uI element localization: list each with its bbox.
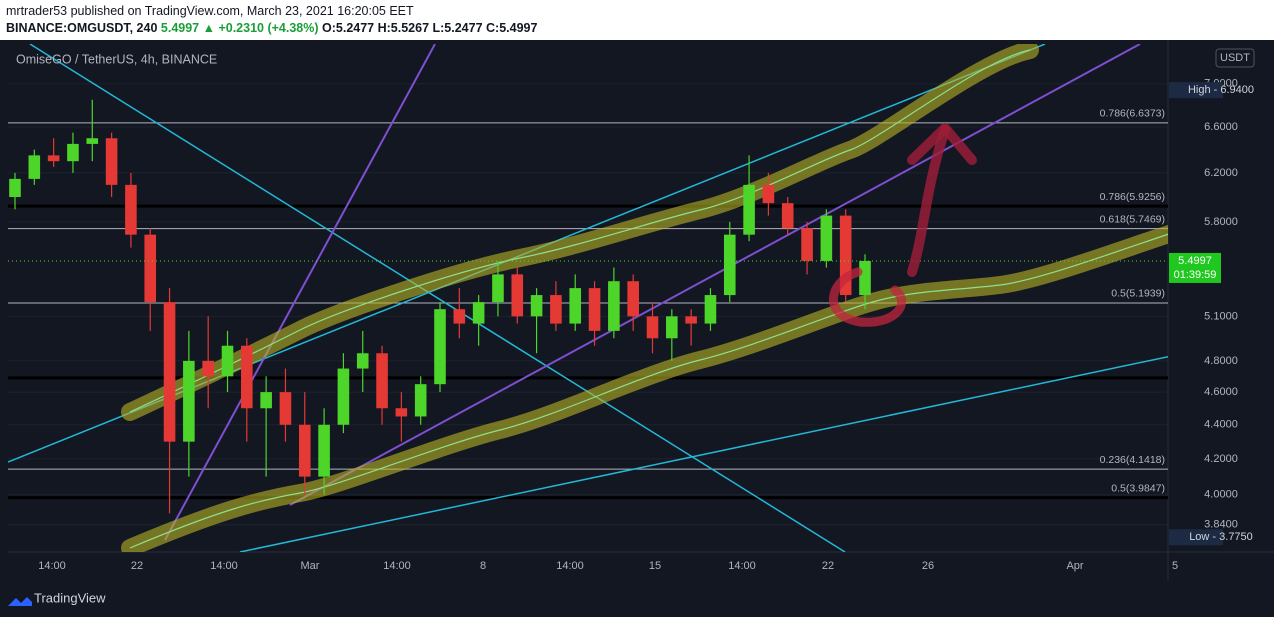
y-tick-label: 6.2000 xyxy=(1204,167,1238,179)
y-tick-label: 3.8400 xyxy=(1204,519,1238,531)
candle-body xyxy=(241,345,253,409)
candle-body xyxy=(67,143,79,162)
x-tick-label: 22 xyxy=(822,560,834,572)
hand-drawn xyxy=(828,123,977,327)
candle-body xyxy=(260,392,272,409)
candle-body xyxy=(414,384,427,417)
fib-label: 0.786(5.9256) xyxy=(1100,191,1165,203)
countdown: 01:39:59 xyxy=(1174,269,1217,281)
fib-label: 0.618(5.7469) xyxy=(1100,213,1165,225)
y-tick-label: 5.8000 xyxy=(1204,216,1238,228)
candle-body xyxy=(801,228,813,261)
candle-body xyxy=(839,215,852,296)
fib-label: 0.236(4.1418) xyxy=(1100,454,1165,466)
publish-info: mrtrader53 published on TradingView.com,… xyxy=(6,4,414,18)
symbol-line: BINANCE:OMGUSDT, 240 5.4997 ▲ +0.2310 (+… xyxy=(6,21,537,35)
y-tick-label: 4.0000 xyxy=(1204,489,1238,501)
x-tick-label: 14:00 xyxy=(728,560,756,572)
low-marker-box xyxy=(1169,529,1223,546)
y-tick-label: 4.2000 xyxy=(1204,453,1238,465)
symbol: BINANCE:OMGUSDT, 240 xyxy=(6,21,158,35)
candle-body xyxy=(588,288,601,331)
fib-label: 0.5(3.9847) xyxy=(1111,482,1165,494)
x-tick-label: 26 xyxy=(922,560,934,572)
last-price: 5.4997 xyxy=(1178,255,1212,267)
y-tick-label: 6.6000 xyxy=(1204,121,1238,133)
x-tick-label: 14:00 xyxy=(210,560,238,572)
x-tick-label: 22 xyxy=(131,560,143,572)
x-tick-label: 14:00 xyxy=(38,560,66,572)
x-tick-label: 14:00 xyxy=(383,560,411,572)
candle-body xyxy=(318,424,330,477)
candle-body xyxy=(376,353,388,409)
candle-body xyxy=(492,274,504,303)
candle-body xyxy=(723,234,736,296)
candle-body xyxy=(86,138,99,144)
ohlc: O:5.2477 H:5.5267 L:5.2477 C:5.4997 xyxy=(322,21,538,35)
candle-body xyxy=(704,295,717,324)
x-tick-label: 14:00 xyxy=(556,560,584,572)
candle-body xyxy=(666,316,678,339)
x-tick-label: 8 xyxy=(480,560,486,572)
x-tick-label: 5 xyxy=(1172,560,1178,572)
candle-body xyxy=(453,309,466,324)
tv-logo xyxy=(8,597,32,606)
candle-body xyxy=(550,295,562,324)
candle-body xyxy=(530,295,543,317)
candle-body xyxy=(434,309,446,385)
last-price-box xyxy=(1169,252,1221,283)
x-tick-label: 15 xyxy=(649,560,661,572)
candle-body xyxy=(337,368,350,425)
candle-body xyxy=(183,360,195,442)
y-tick-label: 4.6000 xyxy=(1204,386,1238,398)
footer-bg xyxy=(0,585,1274,617)
currency-box xyxy=(1215,48,1255,68)
chart: 0.786(6.6373) 0.786(5.9256) 0.618(5.7469) 0… xyxy=(0,40,1274,617)
x-tick-label: Mar xyxy=(301,560,320,572)
candle-body xyxy=(221,345,234,377)
candle-body xyxy=(395,408,408,417)
candle-body xyxy=(356,353,369,369)
candle-body xyxy=(762,184,775,204)
fib-label: 0.5(5.1939) xyxy=(1111,288,1165,300)
high-marker-box xyxy=(1169,82,1223,99)
drawings xyxy=(8,44,1168,552)
chart-title: OmiseGO / TetherUS, 4h, BINANCE xyxy=(16,52,217,66)
candle-body xyxy=(472,302,485,324)
candle-body xyxy=(144,234,157,303)
candle-body xyxy=(781,203,794,229)
footer-brand: TradingView xyxy=(34,590,106,605)
currency: USDT xyxy=(1220,52,1250,64)
candle-body xyxy=(125,184,137,235)
candle-body xyxy=(279,392,292,425)
y-tick-label: 5.1000 xyxy=(1204,310,1238,322)
candle-body xyxy=(105,138,118,185)
change: 5.4997 ▲ +0.2310 (+4.38%) xyxy=(160,21,319,35)
candle-body xyxy=(608,281,620,331)
y-tick-label: 4.8000 xyxy=(1204,355,1238,367)
x-tick-label: Apr xyxy=(1066,560,1083,572)
candle-body xyxy=(627,281,639,317)
candle-body xyxy=(743,184,755,235)
candle-body xyxy=(511,274,524,317)
candle-body xyxy=(569,288,582,324)
candle-body xyxy=(685,316,697,324)
candle-body xyxy=(646,316,659,339)
candle-body xyxy=(859,260,871,296)
low-marker-label: Low - 3.7750 xyxy=(1189,531,1253,543)
high-marker-label: High - 6.9400 xyxy=(1188,84,1254,96)
candle-body xyxy=(47,155,60,162)
candle-body xyxy=(202,360,214,377)
candle-body xyxy=(820,215,833,261)
candle-body xyxy=(298,424,311,477)
candle-body xyxy=(9,178,21,198)
candle-body xyxy=(28,155,41,179)
candle-body xyxy=(163,302,176,442)
y-tick-label: 4.4000 xyxy=(1204,419,1238,431)
fib-label: 0.786(6.6373) xyxy=(1100,108,1165,120)
